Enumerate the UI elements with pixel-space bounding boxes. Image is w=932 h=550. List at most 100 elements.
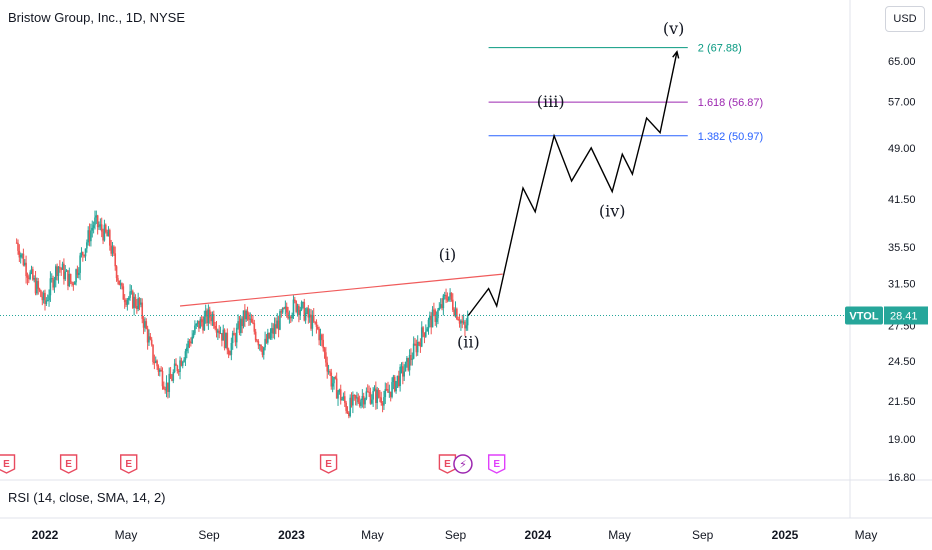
candle-body xyxy=(333,377,335,384)
elliott-wave-projection[interactable] xyxy=(467,51,678,316)
earnings-event-marker[interactable] xyxy=(487,454,506,474)
candle-body xyxy=(148,336,150,343)
candle-body xyxy=(27,277,30,279)
candle-body xyxy=(406,357,408,362)
time-tick-label: 2025 xyxy=(772,528,799,542)
candle-body xyxy=(353,395,356,397)
candle-body xyxy=(368,391,370,393)
candle-body xyxy=(122,286,125,300)
candle-body xyxy=(381,403,384,406)
candle-body xyxy=(306,308,308,313)
time-tick-label: Sep xyxy=(198,528,220,542)
candle-body xyxy=(126,299,129,305)
candle-body xyxy=(300,302,303,310)
price-tick-label: 21.50 xyxy=(888,396,916,408)
candle-body xyxy=(156,360,158,367)
candle-body xyxy=(316,326,319,329)
candle-body xyxy=(210,317,212,322)
candle-body xyxy=(322,339,324,349)
candle-body xyxy=(281,307,284,313)
time-tick-label: May xyxy=(855,528,878,542)
earnings-event-marker[interactable] xyxy=(319,454,338,474)
candle-body xyxy=(350,397,353,406)
fib-level-label: 1.618 (56.87) xyxy=(698,97,763,109)
earnings-event-marker[interactable] xyxy=(0,454,16,474)
candle-body xyxy=(453,309,455,316)
candle-body xyxy=(369,392,372,404)
candle-body xyxy=(384,388,387,398)
candle-body xyxy=(267,332,269,343)
candle-body xyxy=(360,400,362,406)
candle-body xyxy=(180,360,183,366)
candle-body xyxy=(113,246,115,254)
candle-body xyxy=(107,230,110,237)
candle-body xyxy=(18,250,21,258)
candle-body xyxy=(217,330,219,333)
candle-body xyxy=(264,338,266,348)
candle-body xyxy=(98,226,100,228)
candle-body xyxy=(83,254,85,257)
candle-body xyxy=(447,296,450,301)
candle-body xyxy=(445,294,447,300)
dividend-event-marker[interactable] xyxy=(453,454,473,474)
candle-body xyxy=(430,315,433,328)
candle-body xyxy=(45,300,48,304)
candle-body xyxy=(292,299,295,315)
candle-body xyxy=(387,389,389,393)
candle-body xyxy=(218,330,220,334)
candle-body xyxy=(241,318,243,326)
candle-body xyxy=(345,402,347,411)
candle-body xyxy=(343,396,346,403)
candle-body xyxy=(268,332,270,339)
candle-body xyxy=(158,369,161,372)
candle-body xyxy=(55,266,57,280)
candle-body xyxy=(261,350,264,355)
candle-body xyxy=(60,268,63,270)
candle-body xyxy=(127,297,130,300)
candle-body xyxy=(212,314,215,326)
candle-body xyxy=(207,309,210,324)
candle-body xyxy=(165,382,168,391)
candle-body xyxy=(204,310,207,317)
candle-body xyxy=(187,340,189,348)
candle-body xyxy=(237,321,239,328)
candle-body xyxy=(240,318,242,333)
candle-body xyxy=(208,309,211,318)
candle-body xyxy=(134,296,137,306)
candle-body xyxy=(307,308,310,318)
candle-body xyxy=(295,301,297,312)
candle-body xyxy=(22,253,25,266)
candle-body xyxy=(88,230,91,242)
candle-body xyxy=(63,263,65,280)
candle-body xyxy=(312,315,315,322)
candle-body xyxy=(327,371,330,373)
resistance-trendline[interactable] xyxy=(179,273,503,307)
currency-button[interactable]: USD xyxy=(885,6,925,32)
candle-body xyxy=(437,309,439,319)
candle-body xyxy=(130,291,133,293)
candle-body xyxy=(53,279,56,288)
candle-body xyxy=(153,362,156,364)
candle-body xyxy=(77,272,80,275)
candle-body xyxy=(392,376,395,383)
earnings-event-marker[interactable] xyxy=(59,454,78,474)
candle-body xyxy=(145,321,148,329)
earnings-event-marker[interactable] xyxy=(120,454,138,474)
candle-body xyxy=(426,328,428,332)
candle-body xyxy=(123,299,126,303)
candle-body xyxy=(56,266,58,276)
candle-body xyxy=(82,252,84,255)
candle-body xyxy=(106,231,108,237)
candle-body xyxy=(227,349,230,355)
candle-body xyxy=(181,361,184,366)
candle-body xyxy=(137,298,139,309)
earnings-event-marker[interactable] xyxy=(438,454,457,474)
candle-body xyxy=(41,296,44,301)
rsi-indicator-label[interactable]: RSI (14, close, SMA, 14, 2) xyxy=(8,490,166,505)
candle-body xyxy=(462,321,465,323)
candle-body xyxy=(422,327,424,333)
candle-body xyxy=(280,311,283,313)
candle-body xyxy=(434,310,437,322)
candle-body xyxy=(335,378,338,399)
